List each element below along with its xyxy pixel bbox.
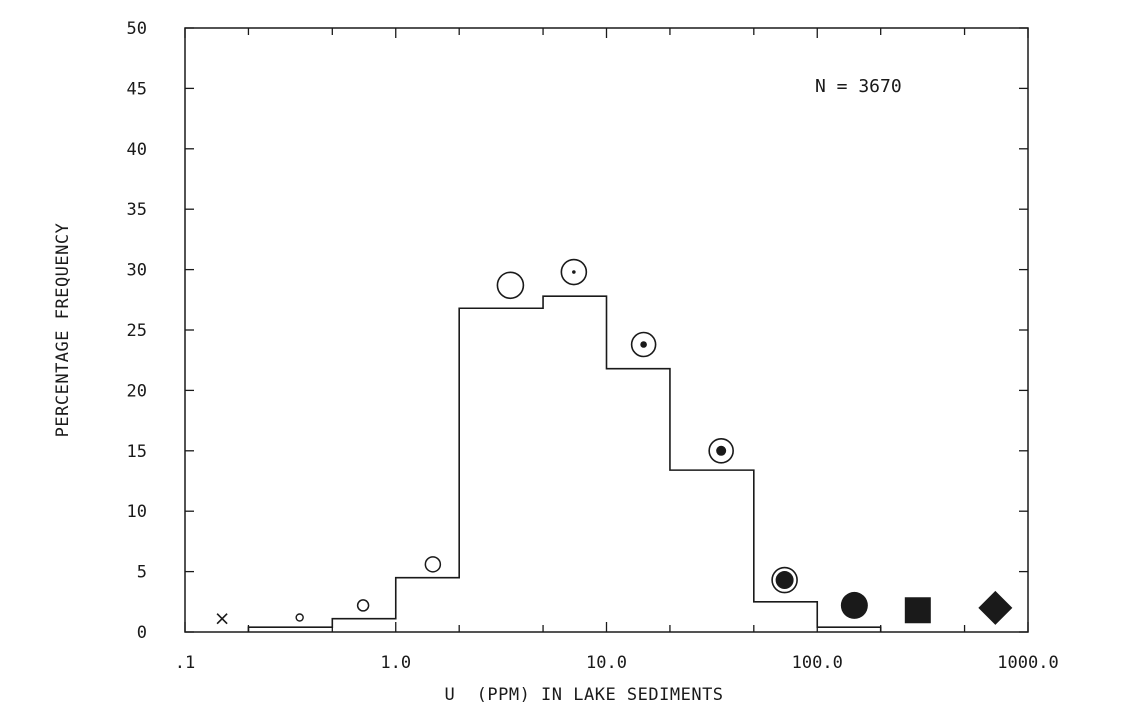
y-tick-label: 40	[127, 140, 147, 160]
filled-square-symbol	[904, 597, 931, 624]
x-mark-symbol	[216, 613, 228, 625]
x-tick-label: 10.0	[586, 653, 627, 673]
tiny-open-circle-symbol	[295, 613, 304, 622]
y-tick-label: 30	[127, 261, 147, 281]
y-tick-label: 0	[137, 623, 147, 643]
y-tick-label: 50	[127, 19, 147, 39]
class-symbols	[216, 258, 1013, 625]
x-tick-label: 1.0	[380, 653, 411, 673]
filled-circle-symbol	[840, 591, 868, 619]
circle-with-small-dot-symbol	[630, 331, 657, 358]
x-tick-label: 1000.0	[997, 653, 1058, 673]
histogram-step-line	[247, 295, 882, 632]
large-open-circle-symbol	[496, 271, 525, 300]
sample-count-annotation: N = 3670	[815, 76, 902, 97]
x-axis-title: U (PPM) IN LAKE SEDIMENTS	[444, 685, 723, 705]
small-open-circle-symbol	[356, 599, 370, 612]
axis-ticks	[184, 27, 1029, 633]
medium-open-circle-symbol	[424, 556, 442, 573]
filled-diamond-symbol	[978, 590, 1013, 625]
y-axis-title: PERCENTAGE FREQUENCY	[53, 223, 73, 438]
x-tick-labels: .1 1.0 10.0 100.0 1000.0	[175, 653, 1059, 673]
x-tick-label: 100.0	[792, 653, 843, 673]
circle-with-medium-dot-symbol	[708, 437, 734, 464]
y-tick-label: 35	[127, 200, 147, 220]
y-tick-label: 20	[127, 381, 147, 401]
y-tick-labels: 0 5 10 15 20 25 30 35 40 45 50	[127, 19, 147, 643]
y-tick-label: 45	[127, 79, 147, 99]
y-tick-label: 15	[127, 442, 147, 462]
y-tick-label: 10	[127, 502, 147, 522]
x-tick-label: .1	[175, 653, 195, 673]
circle-with-dot-symbol	[560, 258, 588, 286]
circle-with-large-dot-symbol	[771, 566, 798, 594]
y-tick-label: 5	[137, 563, 147, 583]
y-tick-label: 25	[127, 321, 147, 341]
